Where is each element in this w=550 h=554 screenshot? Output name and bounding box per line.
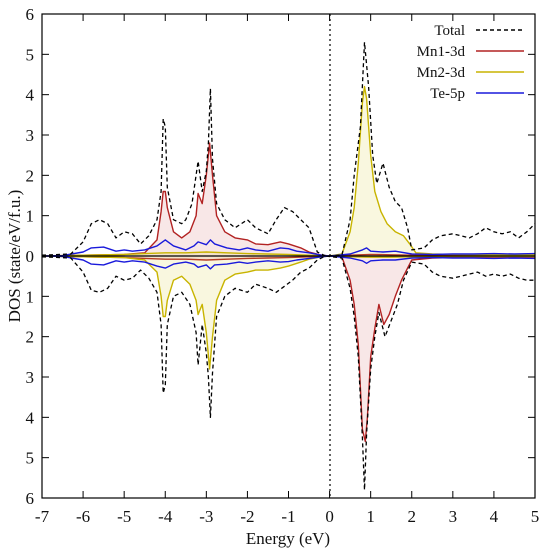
x-tick-label: -4 xyxy=(158,507,173,526)
y-tick-label: 2 xyxy=(26,166,35,185)
x-tick-label: 4 xyxy=(490,507,499,526)
mn2-3d-down-line xyxy=(42,255,535,370)
x-tick-label: 1 xyxy=(366,507,375,526)
y-tick-label: 3 xyxy=(26,126,35,145)
mn2-3d-up-fill xyxy=(42,86,535,256)
y-tick-label: 1 xyxy=(26,207,35,226)
legend: Total Mn1-3d Mn2-3d Te-5p xyxy=(417,23,524,102)
x-tick-label: 3 xyxy=(449,507,458,526)
y-tick-label: 6 xyxy=(26,489,35,508)
mn1-3d-down-line xyxy=(42,255,535,443)
y-tick-label: 5 xyxy=(26,45,35,64)
te-5p-down-line xyxy=(42,255,535,270)
mn2-3d-down-fill xyxy=(42,256,535,369)
x-tick-label: -5 xyxy=(117,507,131,526)
x-tick-label: 2 xyxy=(408,507,417,526)
series-layer xyxy=(42,41,535,491)
y-tick-label: 6 xyxy=(26,5,35,24)
x-tick-label: -1 xyxy=(281,507,295,526)
total-up-line xyxy=(42,41,535,257)
x-tick-label: -6 xyxy=(76,507,90,526)
legend-label: Mn1-3d xyxy=(417,44,466,60)
x-tick-label: -2 xyxy=(240,507,254,526)
x-axis-label: Energy (eV) xyxy=(246,529,330,548)
x-tick-label: 5 xyxy=(531,507,540,526)
legend-label: Te-5p xyxy=(430,86,465,102)
y-tick-label: 4 xyxy=(26,408,35,427)
y-tick-label: 4 xyxy=(26,86,35,105)
te-5p-up-line xyxy=(42,239,535,257)
mn1-3d-up-line xyxy=(42,142,535,257)
y-tick-label: 2 xyxy=(26,328,35,347)
total-down-line xyxy=(42,255,535,491)
y-tick-label: 0 xyxy=(26,247,35,266)
x-tick-label: -3 xyxy=(199,507,213,526)
y-axis-label: DOS (state/eV/f.u.) xyxy=(5,190,24,323)
legend-label: Total xyxy=(434,23,465,39)
mn2-3d-up-line xyxy=(42,85,535,257)
legend-label: Mn2-3d xyxy=(417,65,466,81)
mn1-3d-up-fill xyxy=(42,143,535,256)
y-tick-label: 5 xyxy=(26,449,35,468)
x-tick-label: 0 xyxy=(325,507,334,526)
x-tick-label: -7 xyxy=(35,507,50,526)
y-tick-label: 3 xyxy=(26,368,35,387)
y-tick-label: 1 xyxy=(26,287,35,306)
ticks-layer: -7 -6 -5 -4 -3 -2 -1 0 1 2 3 4 5 6 5 4 3 2 1 0 1 2 3 4 5 6 xyxy=(26,5,540,526)
